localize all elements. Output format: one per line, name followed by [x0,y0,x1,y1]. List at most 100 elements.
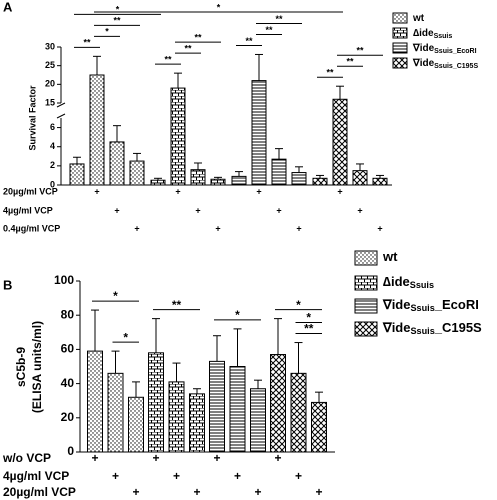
legend-swatch [354,275,378,291]
legend-name: ∆ide [383,274,410,289]
bar [190,169,206,186]
significance-label: ** [184,44,192,54]
condition-mark: + [152,451,159,465]
y-tick-label: 20 [61,410,75,424]
condition-mark: + [112,469,119,483]
y-tick-label: 60 [61,342,75,356]
condition-mark: + [295,469,302,483]
legend-label: ∇ideSsuis_EcoRI [382,297,479,313]
bar [352,170,368,186]
legend-subscript: Ssuis_C195S [434,63,478,70]
significance-label: ** [172,298,182,312]
y-tick-label: 100 [54,273,74,287]
y-axis-label: sC5b-9 [14,347,28,387]
y-tick-label: 0 [67,444,74,458]
bar [128,396,144,453]
bar [251,80,267,186]
y-tick-label: 40 [61,376,75,390]
legend-name: ∇ide [382,320,410,335]
legend-name: ∆ide [413,28,434,39]
legend-name: wt [382,249,398,264]
condition-mark: + [91,451,98,465]
bar [189,393,205,453]
legend-suffix: _EcoRI [434,297,479,312]
condition-mark: + [195,205,200,215]
bar [270,354,286,453]
condition-mark: + [377,223,382,233]
bar [69,163,85,186]
bar [229,366,246,453]
significance-label: ** [194,33,202,43]
significance-label: ** [275,14,283,24]
legend-swatch [392,42,408,54]
condition-mark: + [134,223,139,233]
significance-label: ** [326,68,334,78]
y-axis-label: (ELISA units/ml) [30,321,44,413]
significance-label: * [123,330,128,344]
significance-label: ** [356,46,364,56]
significance-label: * [235,308,240,322]
y-tick-label: 80 [61,307,75,321]
bar [107,372,124,453]
legend-swatch [354,321,378,337]
legend-swatch [354,298,378,314]
legend-subscript: Ssuis [410,280,434,290]
significance-label: ** [304,322,314,336]
bar [148,352,164,453]
condition-mark: + [114,205,119,215]
legend-suffix: _C195S [434,320,482,335]
condition-mark: + [357,205,362,215]
condition-mark: + [296,223,301,233]
bar [231,175,247,186]
bar [311,401,327,453]
legend-label: ∆ideSsuis [413,28,452,40]
bar [209,360,225,453]
y-axis-label: Survival Factor [27,85,37,151]
significance-label: * [296,298,301,312]
bar [250,388,266,453]
bar [89,74,105,186]
legend-swatch [354,250,378,266]
condition-mark: + [175,186,180,196]
bar [168,381,185,453]
legend-label: ∇ideSsuis_EcoRI [412,43,477,55]
significance-label: * [306,311,311,325]
bar [271,158,287,186]
y-tick-label: 20 [45,79,55,89]
legend-subscript: Ssuis_EcoRI [434,48,476,55]
legend-label: ∇ideSsuis_C195S [412,58,478,70]
significance-label: ** [113,16,121,26]
significance-label: ** [245,36,253,46]
condition-mark: + [276,205,281,215]
condition-mark: + [173,469,180,483]
y-tick-label: 0 [50,179,55,189]
y-tick-label: 30 [45,41,55,51]
y-tick-label: 25 [45,60,55,70]
legend-swatch [392,27,408,39]
panel-label: B [3,277,12,292]
legend-subscript: Ssuis [410,303,434,313]
legend-name: ∇ide [412,43,435,54]
bar [290,372,307,453]
bar [312,177,328,186]
bar [109,141,125,186]
significance-label: * [113,289,118,303]
legend-name: ∇ide [412,58,435,69]
significance-label: ** [265,25,273,35]
condition-mark: + [274,451,281,465]
condition-label: 0.4µg/ml VCP [3,223,60,233]
axis-break [56,113,66,119]
y-tick-label: 2 [50,160,55,170]
condition-label: 4µg/ml VCP [3,469,69,483]
condition-label: 20µg/ml VCP [3,485,76,499]
legend-label: ∇ideSsuis_C195S [382,320,482,336]
condition-mark: + [215,223,220,233]
bar [332,98,348,186]
y-tick-label: 6 [50,122,55,132]
legend-swatch [392,57,408,69]
condition-mark: + [213,451,220,465]
bar [210,178,226,186]
axis-break [56,102,66,108]
bar [372,177,388,186]
